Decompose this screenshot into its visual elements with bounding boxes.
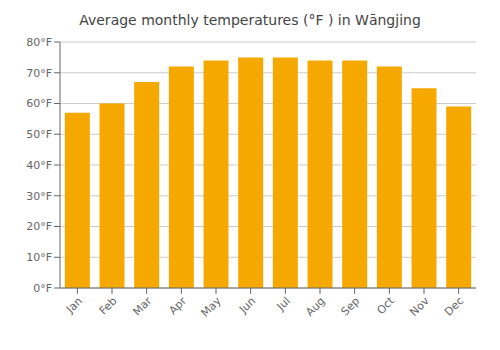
svg-text:Jul: Jul [274,294,293,313]
svg-text:Aug: Aug [303,294,327,318]
svg-text:Mar: Mar [130,294,154,318]
svg-text:20°F: 20°F [26,220,52,233]
svg-text:Jun: Jun [236,294,258,316]
svg-text:40°F: 40°F [26,159,52,172]
svg-text:Dec: Dec [442,294,466,318]
svg-text:50°F: 50°F [26,128,52,141]
svg-text:80°F: 80°F [26,36,52,49]
svg-text:Nov: Nov [407,294,432,319]
svg-text:Sep: Sep [338,294,362,318]
svg-text:60°F: 60°F [26,97,52,110]
svg-text:Apr: Apr [166,294,189,317]
svg-text:Feb: Feb [97,294,120,317]
svg-text:May: May [198,294,224,320]
svg-text:70°F: 70°F [26,67,52,80]
svg-text:0°F: 0°F [33,282,52,295]
svg-text:Oct: Oct [374,294,397,317]
svg-text:Jan: Jan [63,294,85,316]
html-text:Average monthly temperatures (: Average monthly temperatures (°F ) in Wā… [79,12,421,28]
svg-text:10°F: 10°F [26,251,52,264]
svg-text:30°F: 30°F [26,190,52,203]
